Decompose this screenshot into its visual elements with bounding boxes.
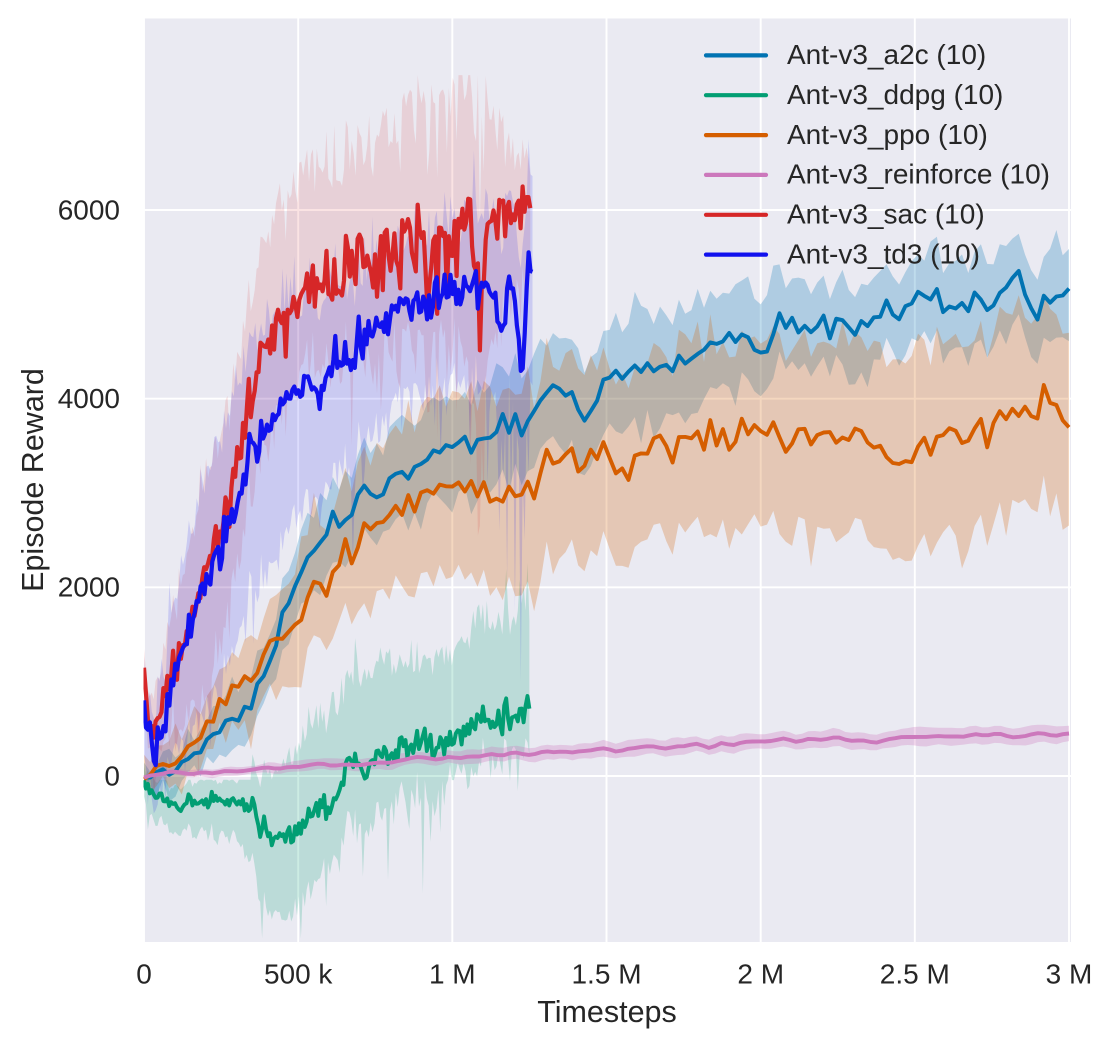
svg-text:Ant-v3_a2c (10): Ant-v3_a2c (10) xyxy=(787,39,986,70)
svg-text:2.5 M: 2.5 M xyxy=(880,958,950,989)
svg-text:4000: 4000 xyxy=(58,383,120,414)
svg-text:Ant-v3_td3 (10): Ant-v3_td3 (10) xyxy=(787,238,980,269)
svg-text:Ant-v3_ddpg (10): Ant-v3_ddpg (10) xyxy=(787,79,1003,110)
svg-text:Ant-v3_sac (10): Ant-v3_sac (10) xyxy=(787,199,985,230)
svg-text:Timesteps: Timesteps xyxy=(537,995,677,1029)
svg-text:Ant-v3_reinforce (10): Ant-v3_reinforce (10) xyxy=(787,159,1050,190)
svg-text:Episode Reward: Episode Reward xyxy=(16,368,50,592)
svg-text:0: 0 xyxy=(104,760,120,791)
svg-text:1.5 M: 1.5 M xyxy=(571,958,641,989)
svg-text:0: 0 xyxy=(136,958,152,989)
svg-text:1 M: 1 M xyxy=(429,958,476,989)
svg-text:6000: 6000 xyxy=(58,194,120,225)
svg-text:500 k: 500 k xyxy=(264,958,333,989)
svg-text:2 M: 2 M xyxy=(737,958,784,989)
svg-text:Ant-v3_ppo (10): Ant-v3_ppo (10) xyxy=(787,119,988,150)
svg-text:3 M: 3 M xyxy=(1046,958,1093,989)
svg-text:2000: 2000 xyxy=(58,572,120,603)
